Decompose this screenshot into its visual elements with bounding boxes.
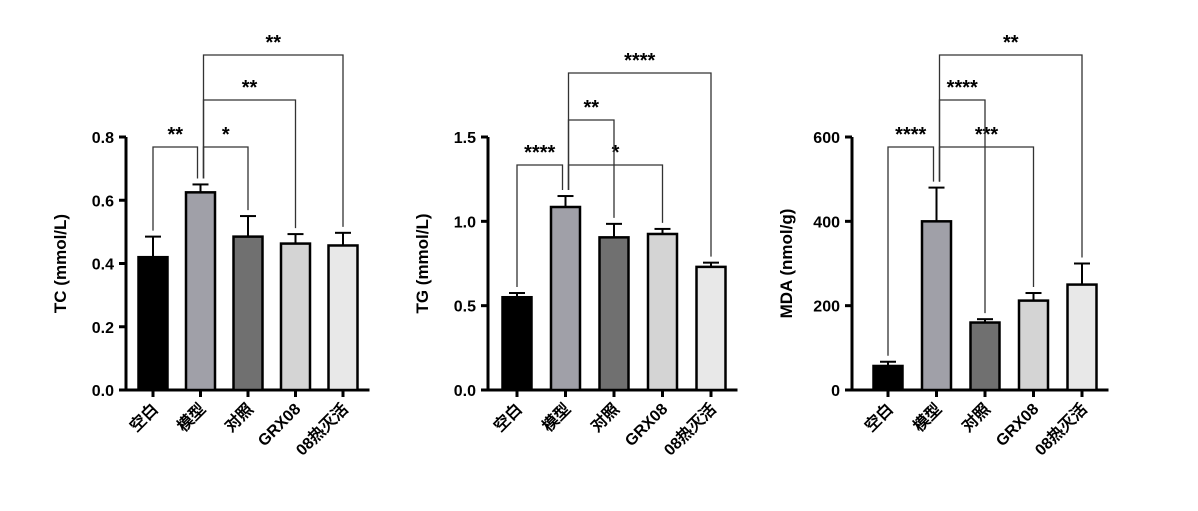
bar xyxy=(1066,283,1098,392)
chart-panel-0: 0.00.20.40.60.8TC (mmol/L)空白 模型 对照GRX0808热… xyxy=(51,32,370,459)
y-axis-title: TG (mmol/L) xyxy=(413,213,432,313)
significance-bracket xyxy=(202,54,344,227)
bar xyxy=(598,236,630,392)
y-tick-label: 0.0 xyxy=(92,383,114,400)
y-tick-label: 200 xyxy=(813,299,840,316)
category-label: 模型 xyxy=(173,399,209,435)
significance-bracket xyxy=(938,146,1035,288)
bar xyxy=(279,242,312,392)
category-label: 08热灭活 xyxy=(1031,399,1091,459)
significance-label: ** xyxy=(265,32,281,54)
category-label: 空白 xyxy=(126,399,162,435)
bar xyxy=(1017,299,1050,392)
y-tick-label: 0.4 xyxy=(92,257,114,274)
bar xyxy=(969,321,1001,392)
bar xyxy=(501,295,533,392)
category-label: 空白 xyxy=(861,399,897,435)
significance-label: **** xyxy=(624,50,655,72)
y-tick-label: 0.8 xyxy=(92,130,114,147)
bar xyxy=(137,255,169,392)
y-tick-label: 0.0 xyxy=(454,383,476,400)
category-label: GRX08 xyxy=(993,401,1042,450)
significance-bracket xyxy=(567,119,615,218)
significance-bracket xyxy=(567,164,664,223)
y-tick-label: 600 xyxy=(813,130,840,147)
category-label: GRX08 xyxy=(622,401,671,450)
bar xyxy=(920,220,953,392)
significance-label: *** xyxy=(975,124,999,146)
category-label: 08热灭活 xyxy=(660,399,720,459)
significance-label: **** xyxy=(524,142,555,164)
significance-bracket xyxy=(938,54,1083,258)
bar xyxy=(327,244,359,392)
bar xyxy=(646,232,679,392)
significance-label: ** xyxy=(167,124,183,146)
significance-bracket xyxy=(567,72,712,257)
bar xyxy=(549,205,582,392)
bar xyxy=(695,265,727,392)
significance-bracket xyxy=(516,164,564,288)
y-axis-title: MDA (nmol/g) xyxy=(777,209,796,319)
significance-label: **** xyxy=(947,77,978,99)
y-tick-label: 400 xyxy=(813,214,840,231)
significance-label: ** xyxy=(242,77,258,99)
significance-bracket xyxy=(887,146,935,356)
significance-bracket xyxy=(152,146,199,231)
category-label: 模型 xyxy=(538,399,574,435)
significance-bracket xyxy=(202,99,297,229)
y-tick-label: 1.0 xyxy=(454,214,476,231)
category-label: 对照 xyxy=(958,399,994,435)
y-tick-label: 1.5 xyxy=(454,130,476,147)
significance-label: **** xyxy=(895,124,926,146)
significance-label: * xyxy=(612,142,620,164)
category-label: 模型 xyxy=(909,399,945,435)
category-label: 对照 xyxy=(221,399,257,435)
y-axis-title: TC (mmol/L) xyxy=(51,214,70,313)
category-label: 空白 xyxy=(490,399,526,435)
bar xyxy=(184,191,217,392)
y-tick-label: 0.5 xyxy=(454,299,476,316)
y-tick-label: 0.2 xyxy=(92,320,114,337)
bar xyxy=(872,364,904,392)
significance-label: ** xyxy=(583,97,599,119)
bar xyxy=(232,235,264,392)
y-tick-label: 0 xyxy=(831,383,840,400)
category-label: 08热灭活 xyxy=(292,399,352,459)
significance-label: * xyxy=(222,124,230,146)
significance-label: ** xyxy=(1003,32,1019,54)
category-label: 对照 xyxy=(587,399,623,435)
y-tick-label: 0.6 xyxy=(92,193,114,210)
